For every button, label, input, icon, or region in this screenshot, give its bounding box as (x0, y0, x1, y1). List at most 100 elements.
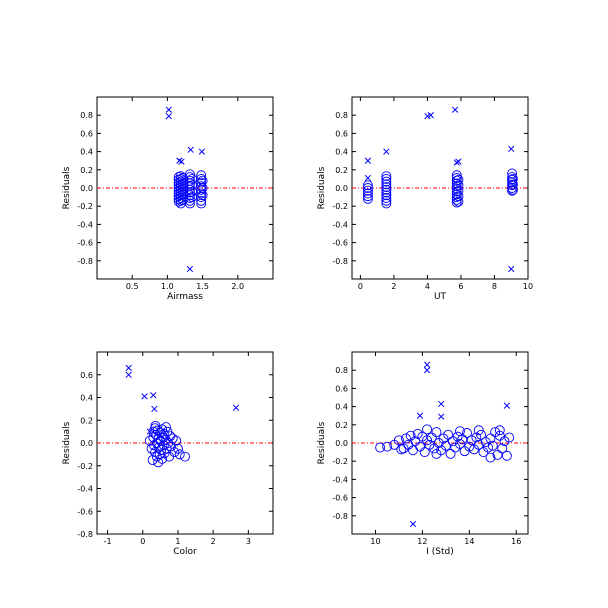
x-tick-label: 14 (464, 537, 474, 546)
cross-point (438, 413, 445, 420)
y-tick-label: -0.4 (332, 220, 348, 229)
circle-point (169, 447, 180, 458)
circle-point (507, 172, 518, 183)
cross-point (150, 392, 157, 399)
circle-point (381, 176, 392, 187)
cross-point (455, 158, 462, 165)
circle-point (153, 442, 164, 453)
circle-point (196, 170, 207, 181)
circle-point (393, 435, 404, 446)
circle-point (451, 181, 462, 192)
circle-point (492, 449, 503, 460)
circle-point (196, 177, 207, 188)
circle-point (197, 175, 208, 186)
circle-point (197, 183, 208, 193)
circle-point (466, 435, 477, 446)
circle-point (381, 198, 392, 209)
y-axis-label: Residuals (62, 421, 72, 464)
circle-point (497, 443, 508, 454)
cross-point (453, 159, 460, 166)
circle-point (161, 422, 171, 433)
circle-point (197, 190, 208, 201)
x-axis-label: Color (173, 547, 197, 557)
cross-point (125, 371, 132, 378)
circle-point (451, 197, 462, 208)
y-tick-label: -0.8 (332, 512, 348, 521)
x-axis-label: Airmass (167, 292, 203, 302)
circle-point (167, 433, 178, 444)
circle-point (184, 184, 195, 195)
circle-point (453, 174, 464, 185)
circle-point (174, 449, 185, 460)
circle-point (382, 441, 393, 452)
y-tick-label: -0.8 (77, 530, 93, 539)
y-tick-label: 0.4 (80, 394, 93, 403)
circle-point (422, 424, 433, 435)
circle-point (401, 433, 411, 444)
circle-point (431, 427, 442, 438)
circle-point (501, 450, 512, 461)
cross-point (156, 540, 162, 546)
y-axis-label: Residuals (317, 421, 327, 464)
circle-point (184, 187, 195, 198)
circle-point (451, 192, 462, 203)
x-tick-label: 1 (175, 537, 180, 546)
circle-point (381, 190, 392, 201)
y-tick-label: -0.4 (332, 475, 348, 484)
y-axis-label: Residuals (317, 166, 327, 209)
cross-point (165, 106, 172, 113)
y-tick-label: -0.4 (77, 485, 93, 494)
y-tick-label: -0.6 (77, 507, 93, 516)
y-tick-label: 0.6 (80, 129, 93, 138)
circle-point (451, 173, 462, 183)
y-tick-label: 0.8 (80, 111, 93, 120)
x-tick-label: 1.5 (196, 282, 209, 291)
x-tick-label: 1.0 (161, 282, 174, 291)
scatter-panel-3: -1 0 1 2 3 -0.8 -0.6 -0.4 -0.2 0.0 0.2 0.4 0.6 Color R… (62, 351, 274, 557)
circle-point (381, 171, 392, 182)
circle-point (381, 184, 392, 195)
circle-point (408, 445, 418, 456)
circle-point (507, 179, 518, 190)
y-tick-label: -0.8 (77, 257, 93, 266)
circle-point (381, 179, 392, 190)
cross-point (198, 148, 206, 155)
x-tick-label: 2 (211, 537, 216, 546)
x-tick-label: 10 (370, 537, 380, 546)
circle-point (504, 432, 515, 443)
circle-point (362, 185, 373, 196)
y-tick-label: 0.2 (335, 166, 348, 175)
cross-point (178, 158, 185, 165)
y-tick-label: -0.2 (77, 202, 93, 211)
circle-point (507, 173, 518, 184)
cross-point (146, 428, 153, 435)
circle-point (381, 187, 392, 198)
y-tick-label: 0.4 (80, 148, 93, 157)
y-tick-label: 0.2 (80, 166, 93, 175)
cross-point (151, 405, 158, 413)
y-tick-label: -0.4 (77, 220, 93, 229)
circle-point (422, 435, 433, 446)
x-tick-label: 2 (391, 282, 396, 291)
circle-point (453, 185, 464, 196)
y-tick-label: 0.6 (80, 371, 93, 380)
circle-point (462, 428, 472, 438)
circle-point (451, 186, 462, 197)
cross-point (165, 112, 172, 120)
x-axis-label: UT (434, 292, 447, 302)
y-tick-label: 0.0 (80, 184, 93, 193)
y-tick-label: -0.2 (77, 462, 93, 471)
y-tick-label: 0.0 (80, 439, 93, 448)
circle-point (381, 182, 392, 193)
circle-point (487, 440, 498, 451)
circle-point (412, 428, 423, 439)
circle-point (150, 420, 161, 431)
data-points (362, 106, 518, 273)
circle-point (507, 185, 518, 196)
circle-point (381, 193, 392, 203)
cross-point (364, 157, 372, 164)
cross-point (508, 145, 515, 153)
circle-point (173, 443, 183, 454)
circle-point (157, 453, 168, 464)
